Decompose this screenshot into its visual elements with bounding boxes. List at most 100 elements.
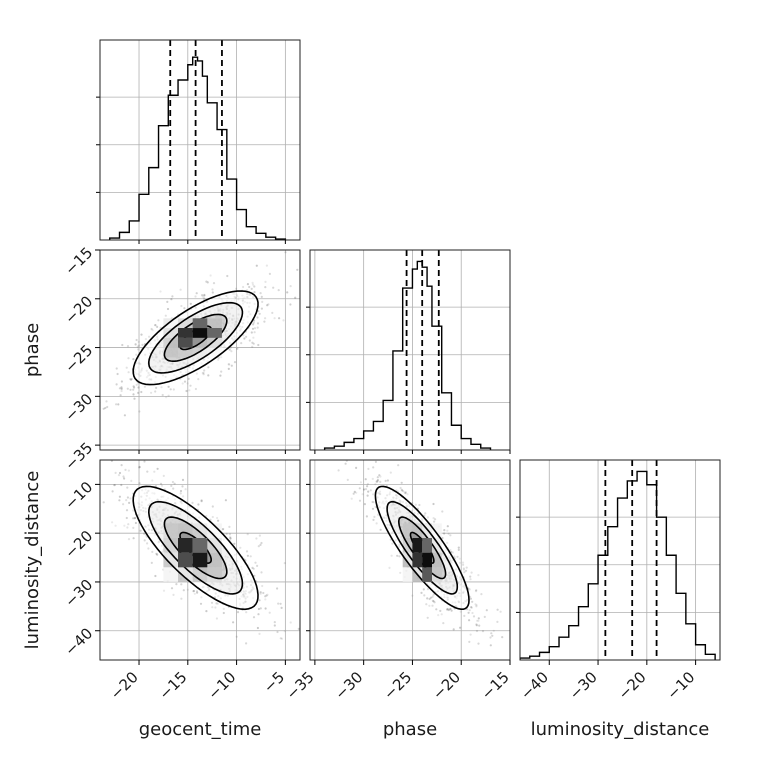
scatter-point [114, 524, 117, 527]
scatter-point [116, 372, 119, 376]
scatter-point [133, 517, 136, 520]
scatter-point [235, 287, 238, 290]
scatter-point [306, 247, 308, 249]
scatter-point [95, 388, 97, 390]
scatter-point [186, 588, 189, 591]
scatter-point [401, 489, 404, 492]
scatter-point [424, 512, 427, 515]
scatter-point [172, 487, 175, 490]
scatter-point [457, 546, 460, 549]
scatter-point [120, 389, 123, 393]
scatter-point [391, 542, 394, 545]
scatter-point [475, 629, 479, 633]
scatter-point [222, 607, 225, 611]
scatter-point [264, 595, 267, 598]
scatter-point [443, 532, 446, 535]
scatter-point [469, 578, 472, 581]
scatter-point [150, 561, 153, 565]
y-tick-label-phase: −35 [61, 439, 96, 474]
scatter-point [456, 555, 459, 558]
scatter-point [363, 503, 366, 506]
scatter-point [273, 317, 276, 320]
scatter-point [470, 571, 473, 574]
x-tick-label-luminosity_distance: −30 [566, 668, 601, 703]
y-tick-label-phase: −15 [61, 244, 96, 279]
scatter-point [228, 363, 231, 366]
scatter-point [233, 361, 237, 364]
scatter-point [253, 574, 256, 577]
scatter-point [123, 524, 126, 527]
density-peak-cell [192, 538, 208, 553]
scatter-point [127, 357, 130, 360]
scatter-point [265, 594, 268, 597]
scatter-point [127, 538, 131, 541]
scatter-point [154, 455, 156, 457]
scatter-point [276, 587, 279, 590]
scatter-point [375, 458, 377, 460]
scatter-point [211, 291, 214, 294]
panel-frame [99, 459, 301, 661]
scatter-point [160, 386, 163, 389]
scatter-point [171, 295, 174, 298]
scatter-point [154, 390, 157, 393]
scatter-point [229, 537, 232, 540]
scatter-point [130, 378, 133, 381]
scatter-point [159, 482, 163, 485]
scatter-point [289, 621, 292, 624]
scatter-point [447, 532, 450, 535]
scatter-point [297, 627, 300, 631]
scatter-point [124, 468, 127, 471]
scatter-point [134, 521, 137, 525]
scatter-point [406, 493, 409, 496]
scatter-point [143, 460, 146, 463]
scatter-point [129, 388, 132, 391]
scatter-point [282, 319, 285, 322]
scatter-point [189, 384, 192, 387]
x-tick-label-luminosity_distance: −40 [517, 668, 552, 703]
scatter-point [182, 495, 185, 498]
scatter-point [139, 529, 142, 532]
scatter-point [449, 534, 452, 537]
scatter-point [175, 583, 178, 586]
scatter-point [426, 616, 429, 619]
scatter-point [115, 383, 118, 386]
density-peak-cell [178, 328, 193, 338]
density-peak-cell [178, 538, 193, 553]
scatter-point [239, 546, 242, 549]
scatter-point [106, 405, 109, 409]
scatter-point [120, 483, 123, 487]
scatter-point [277, 289, 280, 292]
density-cell [402, 567, 413, 582]
y-tick-label-luminosity_distance: −40 [61, 624, 96, 659]
scatter-point [470, 606, 473, 609]
scatter-point [273, 624, 276, 627]
scatter-point [471, 600, 474, 603]
scatter-point [489, 636, 492, 639]
y-tick-label-phase: −25 [61, 341, 96, 376]
scatter-point [252, 336, 255, 339]
scatter-point [135, 383, 138, 386]
scatter-point [259, 292, 262, 295]
scatter-point [118, 387, 121, 390]
scatter-point [203, 293, 206, 296]
scatter-point [251, 281, 254, 284]
scatter-point [130, 377, 133, 381]
scatter-point [426, 588, 429, 591]
scatter-point [192, 590, 195, 593]
x-tick-label-geocent_time: −10 [204, 668, 239, 703]
scatter-point [150, 327, 153, 331]
scatter-point [464, 569, 468, 572]
density-peak-cell [178, 337, 193, 348]
scatter-point [156, 467, 159, 470]
scatter-point [478, 624, 481, 627]
scatter-point [388, 566, 391, 570]
scatter-point [125, 366, 128, 369]
scatter-point [432, 502, 435, 506]
scatter-point [462, 568, 465, 571]
scatter-point [240, 342, 243, 345]
scatter-point [256, 326, 259, 329]
scatter-point [366, 485, 369, 488]
scatter-point [278, 317, 281, 320]
scatter-point [469, 633, 472, 636]
scatter-point [132, 393, 135, 396]
